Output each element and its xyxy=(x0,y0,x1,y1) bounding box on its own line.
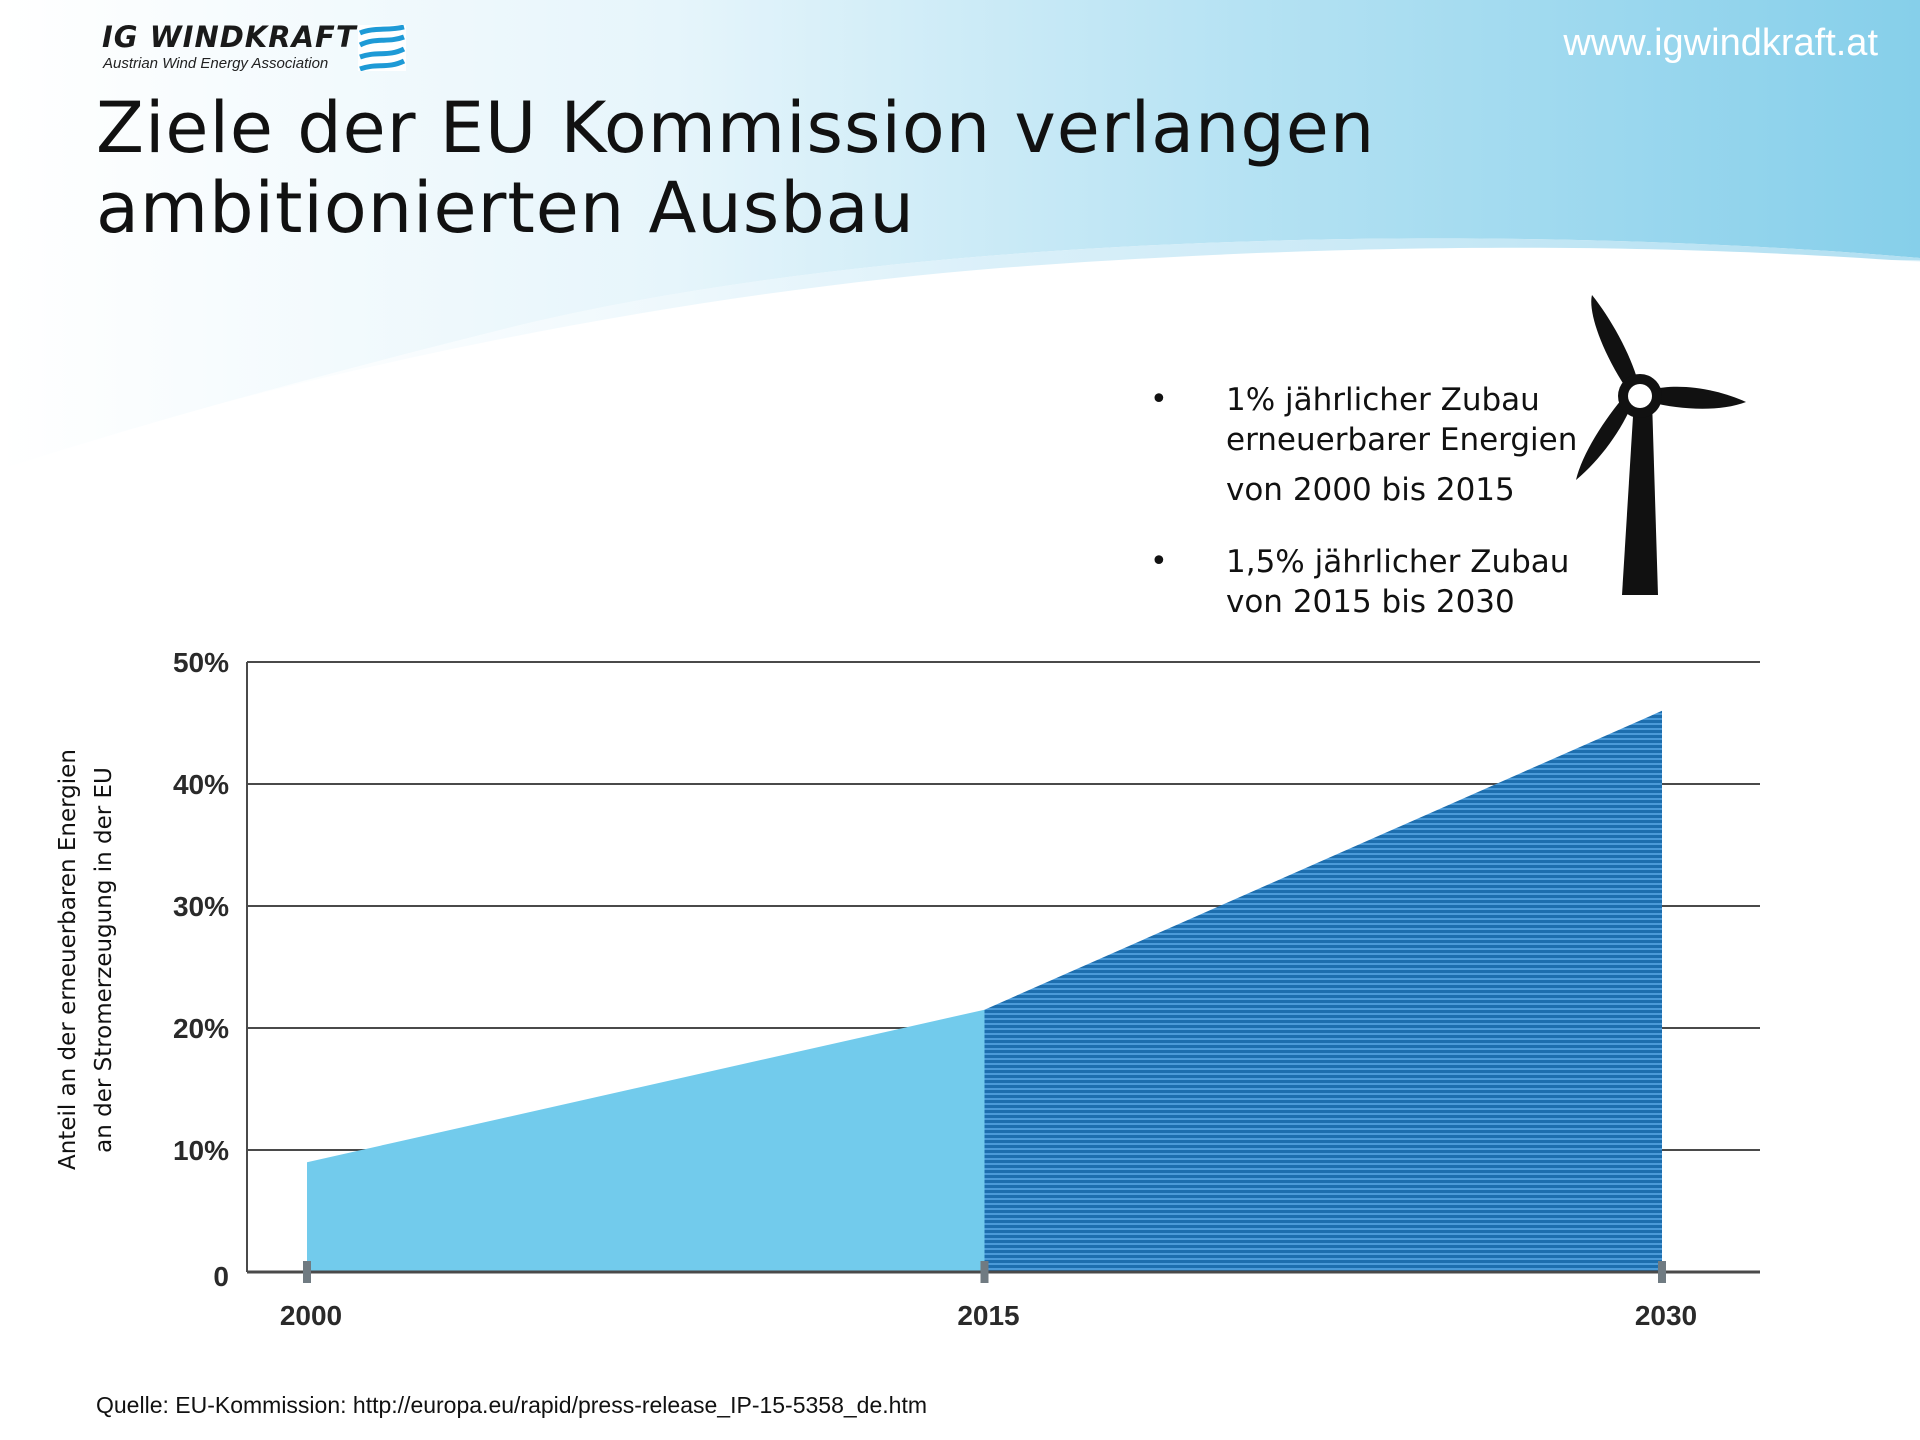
wind-logo-icon xyxy=(358,25,406,71)
logo-title: IG WINDKRAFT xyxy=(102,20,357,54)
x-tick-mark xyxy=(303,1261,311,1283)
y-tick-label: 20% xyxy=(173,1013,229,1044)
bullet-item: • 1,5% jährlicher Zubau von 2015 bis 203… xyxy=(1150,542,1626,622)
x-tick-label: 2030 xyxy=(1635,1300,1697,1331)
bullet-list: • 1% jährlicher Zubau erneuerbarer Energ… xyxy=(1150,380,1626,622)
y-axis-label: Anteil an der erneuerbaren Energien an d… xyxy=(50,749,122,1170)
area-series-1 xyxy=(984,710,1662,1272)
x-tick-label: 2000 xyxy=(280,1300,342,1331)
axis-layer: 0 10% 20% 30% 40% 50% 2000 2015 2030 xyxy=(173,647,1760,1331)
bullet-line: von 2000 bis 2015 xyxy=(1226,472,1515,508)
y-tick-label: 10% xyxy=(173,1135,229,1166)
bullet-item: • 1% jährlicher Zubau erneuerbarer Energ… xyxy=(1150,380,1626,510)
y-axis-label-line: an der Stromerzeugung in der EU xyxy=(91,767,117,1153)
bullet-marker: • xyxy=(1150,382,1168,417)
y-axis-label-line: Anteil an der erneuerbaren Energien xyxy=(55,749,81,1170)
title-line: ambitionierten Ausbau xyxy=(96,167,915,249)
y-tick-label: 0 xyxy=(213,1261,229,1292)
logo-subtitle: Austrian Wind Energy Association xyxy=(103,55,329,72)
page-title: Ziele der EU Kommission verlangen ambiti… xyxy=(96,88,1375,248)
title-line: Ziele der EU Kommission verlangen xyxy=(96,87,1376,169)
x-tick-mark xyxy=(980,1261,989,1283)
logo: IG WINDKRAFT Austrian Wind Energy Associ… xyxy=(100,20,420,78)
y-tick-label: 40% xyxy=(173,769,229,800)
y-tick-label: 30% xyxy=(173,891,229,922)
x-tick-label: 2015 xyxy=(957,1300,1019,1331)
bullet-line: erneuerbarer Energien xyxy=(1226,422,1578,458)
wind-turbine-icon xyxy=(1576,295,1746,595)
bullet-line: von 2015 bis 2030 xyxy=(1226,584,1515,620)
x-tick-mark xyxy=(1658,1261,1666,1283)
bullet-line: 1,5% jährlicher Zubau xyxy=(1226,544,1570,580)
bullet-line: 1% jährlicher Zubau xyxy=(1226,382,1540,418)
website-url[interactable]: www.igwindkraft.at xyxy=(1563,22,1878,64)
source-note: Quelle: EU-Kommission: http://europa.eu/… xyxy=(96,1392,927,1418)
area-layer xyxy=(307,710,1662,1272)
area-series-0 xyxy=(307,1009,985,1272)
bullet-marker: • xyxy=(1150,544,1168,579)
y-tick-label: 50% xyxy=(173,647,229,678)
